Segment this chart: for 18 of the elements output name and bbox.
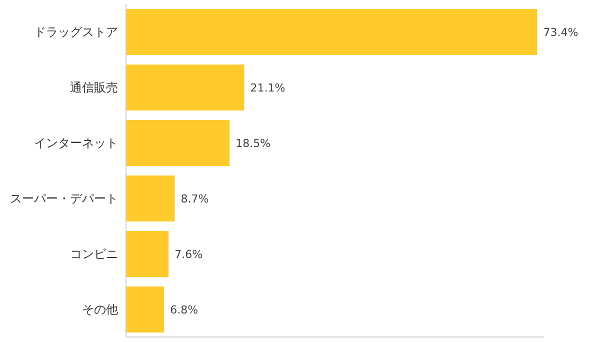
data-label: 73.4% — [543, 26, 578, 39]
data-label: 8.7% — [180, 192, 209, 206]
y-tick-label: スーパー・デパート — [10, 192, 118, 206]
y-tick-label: その他 — [82, 302, 118, 317]
bar — [126, 8, 538, 55]
bar — [126, 286, 164, 332]
y-tick-label: インターネット — [34, 136, 118, 150]
bar — [126, 120, 230, 166]
y-tick-label: 通信販売 — [70, 80, 118, 95]
data-label: 6.8% — [170, 303, 198, 316]
bar — [126, 175, 175, 222]
bar — [126, 64, 244, 110]
y-tick-label: コンビニ — [70, 247, 118, 262]
data-label: 18.5% — [236, 136, 271, 150]
data-label: 7.6% — [174, 248, 203, 261]
bar — [126, 230, 169, 277]
y-tick-label: ドラッグストア — [34, 25, 118, 40]
data-label: 21.1% — [250, 81, 286, 94]
